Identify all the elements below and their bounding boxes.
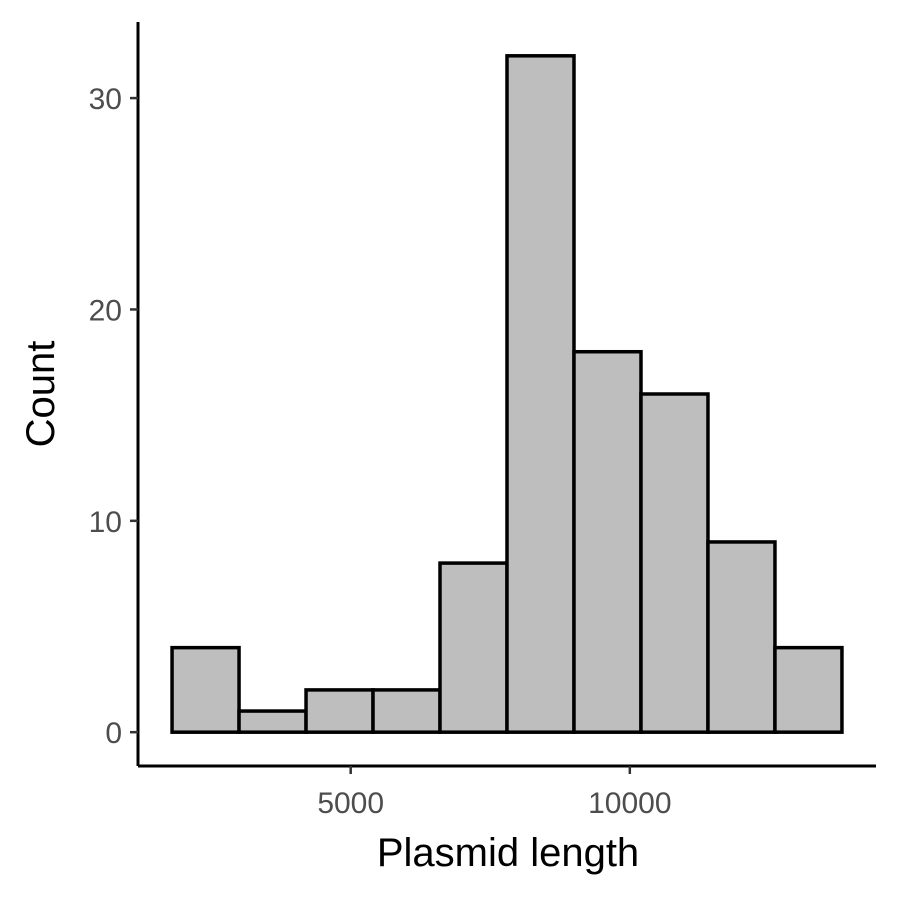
histogram-bar-1 (170, 645, 241, 734)
histogram-bar-9 (706, 540, 777, 734)
histogram-bar-5 (438, 561, 509, 734)
y-tick-label: 0 (105, 717, 122, 750)
y-axis-title: Count (19, 341, 63, 448)
x-tick-label: 10000 (588, 787, 671, 820)
x-axis-title: Plasmid length (377, 831, 639, 875)
histogram-bar-7 (572, 349, 643, 734)
histogram-bar-3 (304, 688, 375, 734)
y-tick-label: 30 (89, 83, 122, 116)
y-tick-label: 10 (89, 506, 122, 539)
histogram-bar-10 (773, 645, 844, 734)
y-axis: 0 10 20 30 (89, 22, 140, 766)
x-axis: 5000 10000 (138, 764, 876, 820)
histogram-bars (170, 54, 844, 734)
x-tick-label: 5000 (317, 787, 384, 820)
histogram-bar-8 (639, 392, 710, 734)
y-tick-label: 20 (89, 294, 122, 327)
histogram-bar-6 (505, 54, 576, 734)
histogram-bar-2 (237, 709, 308, 734)
histogram-bar-4 (371, 688, 442, 734)
